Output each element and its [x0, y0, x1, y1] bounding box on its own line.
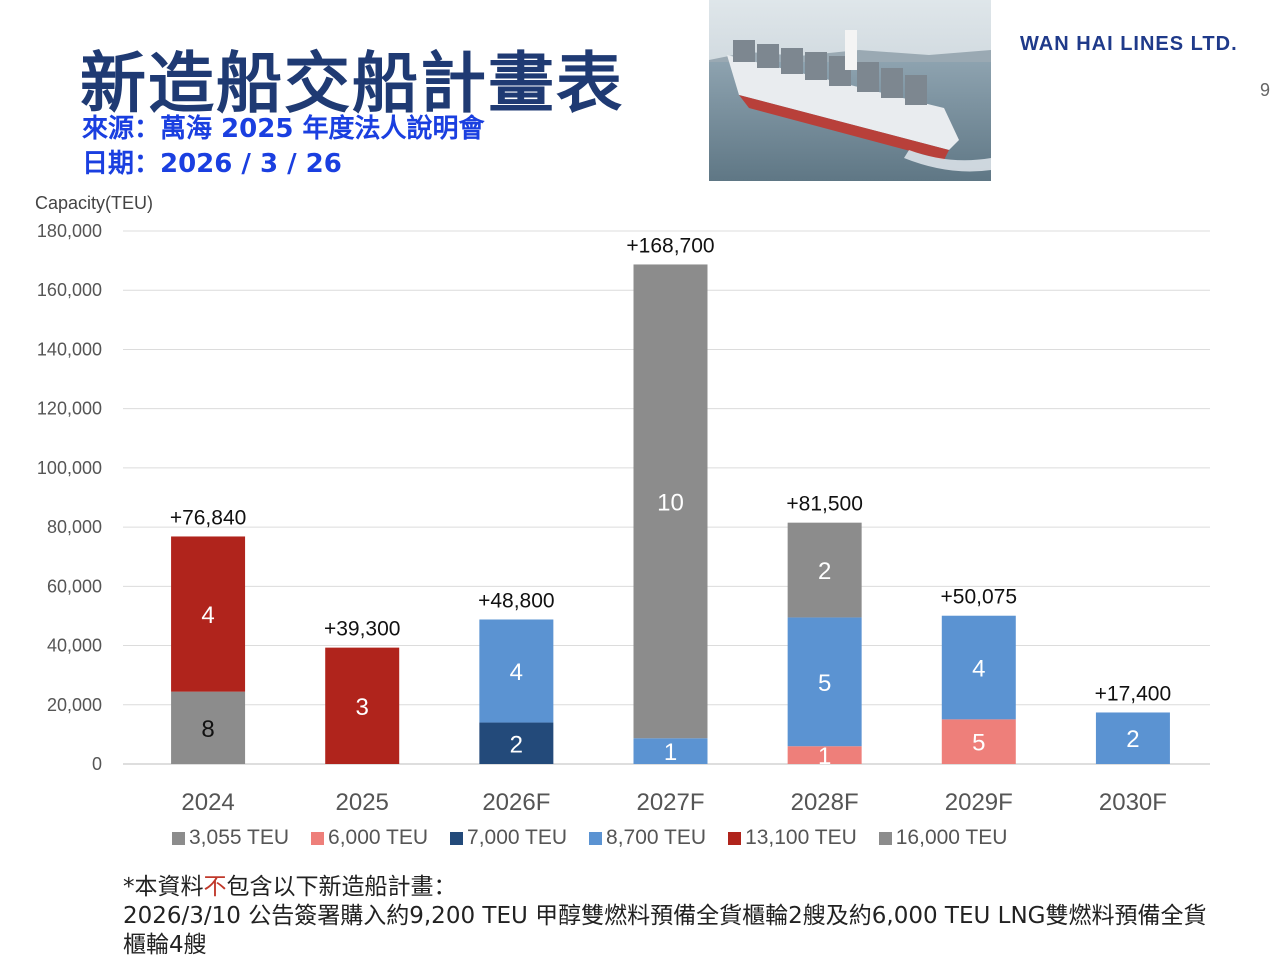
- bar-segment: [941, 615, 1016, 720]
- y-tick-label: 0: [92, 754, 102, 774]
- legend-item: 16,000 TEU: [878, 826, 1008, 850]
- footnote-line2: 2026/3/10 公告簽署購入約9,200 TEU 甲醇雙燃料預備全貨櫃輪2艘…: [123, 903, 1207, 958]
- legend-label: 7,000 TEU: [467, 826, 568, 849]
- legend-swatch: [589, 831, 603, 845]
- ship-count-label: 5: [818, 670, 831, 697]
- y-tick-label: 100,000: [37, 458, 102, 478]
- y-tick-label: 160,000: [37, 280, 102, 300]
- y-tick-label: 120,000: [37, 399, 102, 419]
- x-tick-label: 2030F: [1099, 789, 1167, 816]
- total-label: +81,500: [786, 493, 863, 516]
- page-title: 新造船交船計畫表: [80, 45, 624, 122]
- ship-count-label: 5: [972, 730, 985, 757]
- chart-legend: 3,055 TEU 6,000 TEU 7,000 TEU 8,700 TEU 13,1…: [172, 826, 1007, 850]
- ship-count-label: 10: [657, 489, 684, 516]
- legend-item: 13,100 TEU: [728, 826, 857, 850]
- ship-count-label: 2: [510, 731, 523, 758]
- x-tick-label: 2025: [336, 789, 389, 816]
- bar-segment: [325, 647, 400, 764]
- ship-count-label: 1: [818, 743, 831, 770]
- capacity-bar-chart: Capacity(TEU) 0 20,000 40,000 60,000 80,000 10…: [35, 193, 1210, 816]
- date-label: 日期：2026 / 3 / 26: [82, 149, 342, 179]
- x-tick-label: 2028F: [791, 789, 859, 816]
- source-label: 來源：萬海 2025 年度法人說明會: [82, 114, 485, 144]
- bar-segment: [787, 522, 862, 618]
- bar-segment: [787, 746, 862, 764]
- ship-count-label: 1: [664, 739, 677, 766]
- ship-count-label: 8: [201, 716, 214, 743]
- footnote-emphasis: 不: [203, 874, 227, 900]
- y-tick-label: 180,000: [37, 221, 102, 241]
- legend-swatch: [450, 831, 464, 845]
- y-tick-label: 60,000: [47, 576, 102, 596]
- total-label: +76,840: [170, 506, 247, 529]
- bar-segment: [171, 691, 246, 764]
- ship-count-label: 4: [201, 602, 214, 629]
- legend-swatch: [878, 831, 892, 845]
- bar-segment: [941, 719, 1016, 764]
- ship-count-label: 2: [818, 558, 831, 585]
- page-number: 9: [1260, 80, 1271, 100]
- footnote-line1: *本資料不包含以下新造船計畫：: [123, 874, 457, 900]
- legend-label: 8,700 TEU: [606, 826, 707, 849]
- legend-swatch: [172, 831, 185, 845]
- legend-item: 7,000 TEU: [450, 826, 567, 850]
- y-axis-label: Capacity(TEU): [35, 193, 153, 213]
- total-label: +39,300: [324, 618, 401, 641]
- bar-segment: [633, 738, 708, 764]
- bar-segment: [479, 722, 554, 764]
- container-ship-photo: [709, 0, 991, 181]
- legend-item: 6,000 TEU: [311, 826, 428, 850]
- total-label: +50,075: [941, 586, 1018, 609]
- ship-count-label: 3: [356, 694, 369, 721]
- footnote: *本資料不包含以下新造船計畫： 2026/3/10 公告簽署購入約9,200 T…: [123, 873, 1223, 960]
- ship-count-label: 4: [972, 656, 985, 683]
- total-label: +17,400: [1095, 682, 1172, 705]
- y-tick-label: 80,000: [47, 517, 102, 537]
- x-tick-label: 2026F: [482, 789, 550, 816]
- y-tick-label: 20,000: [47, 695, 102, 715]
- x-tick-label: 2027F: [636, 789, 704, 816]
- bar-segment: [1095, 712, 1170, 764]
- bar-segment: [479, 619, 554, 723]
- legend-item: 3,055 TEU: [172, 826, 289, 850]
- legend-label: 3,055 TEU: [189, 826, 290, 849]
- legend-label: 6,000 TEU: [328, 826, 429, 849]
- legend-item: 8,700 TEU: [589, 826, 706, 850]
- legend-swatch: [728, 831, 742, 845]
- total-label: +48,800: [478, 589, 555, 612]
- legend-label: 13,100 TEU: [745, 826, 857, 849]
- x-tick-label: 2029F: [945, 789, 1013, 816]
- legend-swatch: [311, 831, 325, 845]
- bar-segment: [787, 617, 862, 747]
- ship-count-label: 4: [510, 659, 523, 686]
- total-label: +168,700: [626, 234, 714, 257]
- brand-logo-text: WAN HAI LINES LTD.: [1020, 33, 1238, 55]
- legend-label: 16,000 TEU: [895, 826, 1008, 849]
- x-tick-label: 2024: [181, 789, 234, 816]
- bar-segment: [171, 536, 246, 692]
- bar-segment: [633, 264, 708, 739]
- y-tick-label: 140,000: [37, 339, 102, 359]
- y-tick-label: 40,000: [47, 636, 102, 656]
- ship-count-label: 2: [1126, 726, 1139, 753]
